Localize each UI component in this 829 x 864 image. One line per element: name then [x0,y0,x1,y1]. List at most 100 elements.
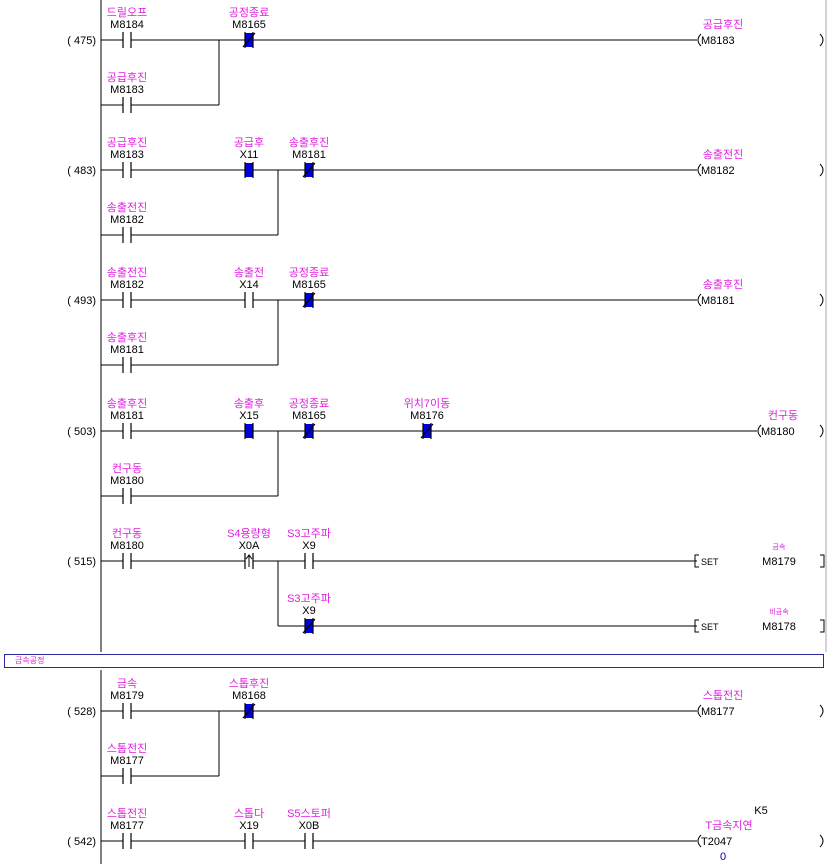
rung[interactable]: ( 542) [67,836,697,848]
contact-device: X9 [302,605,315,617]
coil-device: M8183 [701,35,735,47]
contact-comment: 스톱전진 [107,807,147,820]
instr-comment: 비금속 [769,607,789,616]
coil-right-paren [819,293,824,307]
contact-comment: 컨구동 [112,527,142,540]
step-number: ( 503) [67,426,96,438]
instr-right-bracket [820,619,825,633]
contact-comment: 공정종료 [289,266,329,279]
contact-comment: 송출전진 [107,266,147,279]
contact-device: M8181 [110,410,144,422]
coil-left-paren [757,424,762,438]
section-comment-bar[interactable]: 금속공정 [4,654,824,668]
contact-device: M8179 [110,690,144,702]
set-m8179[interactable]: SET 금속 M8179 [694,543,825,568]
contact-comment: 공정종료 [289,397,329,410]
coil-m8181[interactable]: 송출후진 M8181 [697,278,824,307]
contact-comment: 공급후 [234,136,264,149]
active-state-fill [245,163,253,177]
contact-device: M8176 [410,410,444,422]
contact-gap [123,97,131,113]
contact-device: M8182 [110,279,144,291]
contact-device: M8184 [110,19,144,31]
coil-m8182[interactable]: 송출전진 M8182 [697,148,824,177]
coil-device: M8181 [701,295,735,307]
rung[interactable]: ( 503) [67,426,757,497]
contact-comment: 스톱다 [234,807,264,820]
coil-m8183[interactable]: 공급후진 M8183 [697,18,824,47]
set-m8178[interactable]: SET 비금속 M8178 [694,607,825,633]
instr-device: M8179 [762,556,796,568]
coil-left-paren [697,163,702,177]
coil-device: M8180 [761,426,795,438]
contact-comment: 공급후진 [107,136,147,149]
contact-gap [123,357,131,373]
contact-device: M8177 [110,755,144,767]
contact-comment: 송출전진 [107,201,147,214]
contact-comment: S5스토퍼 [287,807,331,820]
contact-gap [305,833,313,849]
nc-slash [302,292,316,308]
contact-device: X19 [239,820,259,832]
instr-comment: 금속 [773,543,786,551]
active-state-fill [245,424,253,438]
coil-device: M8182 [701,165,735,177]
timer-setpoint: K5 [754,805,767,817]
nc-slash [302,162,316,178]
contact-device: X15 [239,410,259,422]
nc-slash [302,423,316,439]
coil-m8177[interactable]: 스톱전진 M8177 [697,689,824,718]
step-number: ( 475) [67,35,96,47]
coil-m8180[interactable]: 컨구동 M8180 [757,409,824,438]
contact-gap [123,703,131,719]
rung[interactable]: ( 483) [67,165,697,236]
contact-gap [123,162,131,178]
contact-device: X14 [239,279,259,291]
rung[interactable]: ( 493) [67,295,697,366]
contact-gap [245,833,253,849]
contact-gap [123,227,131,243]
coil-comment: 스톱전진 [703,689,743,702]
contact-device: X0B [299,820,320,832]
instr-label: SET [701,622,719,632]
rung[interactable]: ( 475) [67,35,697,106]
instr-device: M8178 [762,621,796,633]
coil-comment: 송출후진 [703,278,743,291]
contact-gap [123,553,131,569]
contact-comment: 위치7이동 [404,397,451,410]
rung[interactable]: ( 515) [67,556,697,627]
contact-device: M8177 [110,820,144,832]
timer-comment: T금속지연 [705,819,752,832]
contact-device: M8183 [110,149,144,161]
rung[interactable]: ( 528) [67,706,697,777]
coil-left-paren [697,293,702,307]
